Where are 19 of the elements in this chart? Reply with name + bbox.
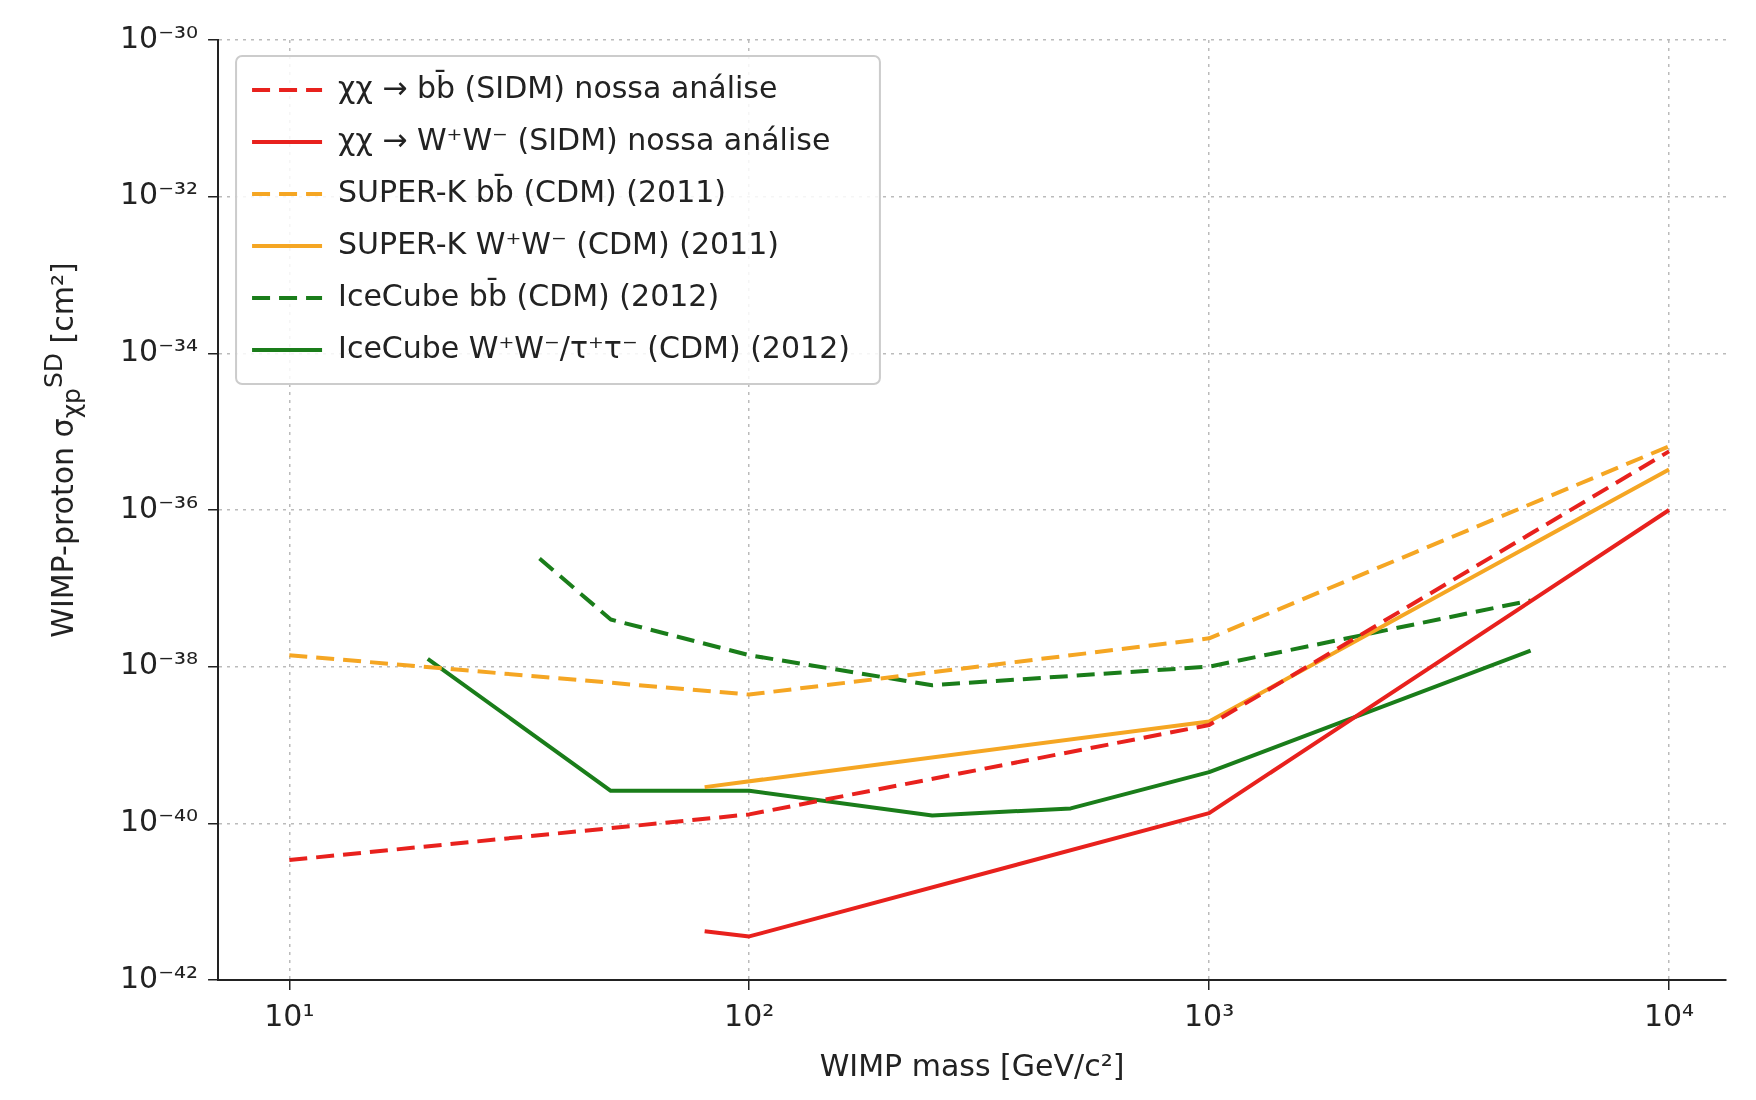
- x-axis-title: WIMP mass [GeV/c²]: [819, 1047, 1125, 1083]
- line-series: [287, 449, 1672, 863]
- y-tick-label: 10⁻⁴⁰: [120, 803, 199, 839]
- x-tick-label: 10¹: [264, 997, 315, 1033]
- y-tick-label: 10⁻³⁸: [120, 646, 199, 682]
- y-tick-label: 10⁻³⁴: [120, 333, 199, 369]
- legend-label: SUPER-K bb̄ (CDM) (2011): [338, 173, 727, 209]
- y-tick-label: 10⁻³²: [120, 176, 199, 212]
- legend-label: SUPER-K W⁺W⁻ (CDM) (2011): [338, 225, 779, 261]
- legend-label: IceCube bb̄ (CDM) (2012): [338, 277, 720, 313]
- x-tick-label: 10³: [1184, 997, 1235, 1033]
- legend-label: χχ → bb̄ (SIDM) nossa análise: [338, 69, 778, 105]
- y-tick-label: 10⁻³⁰: [120, 19, 199, 55]
- x-tick-label: 10²: [724, 997, 775, 1033]
- x-tick-label: 10⁴: [1643, 997, 1695, 1033]
- legend-label: χχ → W⁺W⁻ (SIDM) nossa análise: [338, 121, 831, 157]
- legend-label: IceCube W⁺W⁻/τ⁺τ⁻ (CDM) (2012): [338, 329, 850, 365]
- y-tick-label: 10⁻³⁶: [120, 489, 199, 525]
- y-tick-label: 10⁻⁴²: [120, 959, 199, 995]
